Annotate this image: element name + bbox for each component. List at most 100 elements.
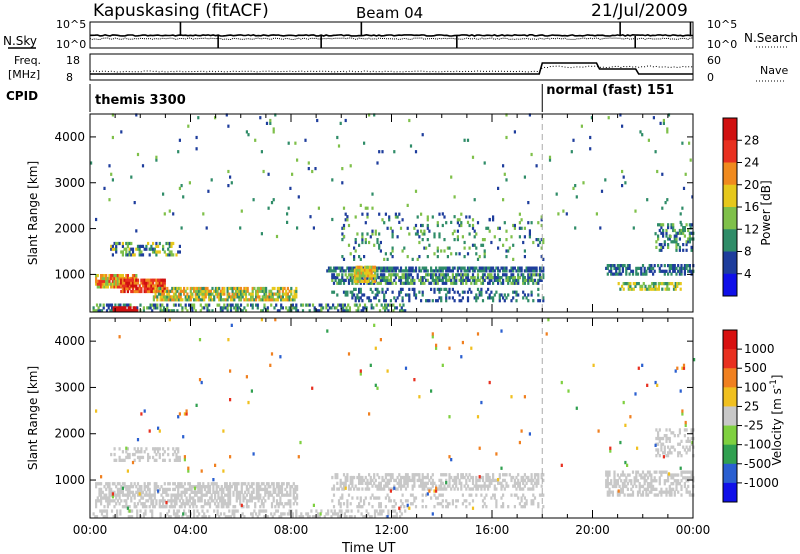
cell [678, 245, 681, 249]
cell [401, 249, 404, 253]
cell [420, 212, 423, 216]
cell [134, 306, 137, 310]
cell [653, 487, 656, 491]
cell [476, 478, 480, 483]
cell [236, 295, 239, 299]
cell [436, 249, 439, 253]
cell [278, 289, 281, 293]
cell [250, 303, 253, 307]
cell [685, 479, 688, 483]
cell [145, 247, 148, 251]
cell [145, 505, 148, 509]
cell [340, 303, 343, 307]
cell [187, 487, 190, 492]
cell [274, 318, 277, 322]
cell [401, 218, 404, 222]
cell [162, 496, 165, 500]
cell [95, 482, 98, 486]
cell [387, 303, 390, 307]
cell [261, 309, 264, 313]
cell [523, 496, 526, 500]
cell [150, 244, 153, 248]
cell [441, 487, 444, 491]
cell [203, 306, 206, 310]
cell [473, 229, 476, 233]
cell [475, 232, 478, 236]
cell [268, 295, 271, 299]
cell [252, 452, 255, 456]
cell [466, 276, 470, 280]
cell [234, 505, 237, 509]
cell [158, 250, 161, 254]
cell [667, 436, 670, 441]
cell [165, 505, 168, 509]
cell [244, 286, 248, 291]
cell [346, 276, 349, 280]
cell [527, 273, 530, 277]
cell [191, 295, 194, 299]
cell [648, 266, 651, 270]
cell [687, 479, 690, 483]
cell [440, 299, 443, 303]
cell [152, 284, 155, 288]
cell [373, 279, 377, 283]
cell [667, 264, 670, 268]
cell [358, 274, 361, 278]
cpid-panel: CPID themis 3300 normal (fast) 151 [6, 83, 674, 112]
cell [548, 155, 552, 159]
cell [399, 290, 403, 294]
cell [416, 273, 419, 277]
cell [308, 303, 311, 307]
cell [214, 116, 217, 120]
cell [371, 478, 374, 483]
cell [289, 490, 292, 494]
cell [525, 499, 528, 503]
cell [245, 130, 248, 134]
cell [151, 515, 154, 519]
cell [130, 490, 133, 494]
cell [157, 281, 160, 285]
cell [355, 265, 358, 269]
cell [615, 484, 618, 489]
cell [189, 298, 192, 302]
cell [391, 281, 394, 285]
cell [654, 380, 657, 385]
cell [120, 130, 123, 134]
cell [673, 434, 676, 438]
colorbar-swatch [723, 463, 737, 484]
cell [193, 306, 196, 310]
colorbar-tick-label: 25 [744, 399, 759, 413]
cell [453, 481, 456, 485]
cell [357, 274, 360, 278]
cell [327, 309, 330, 313]
cell [344, 273, 347, 277]
cell [662, 442, 665, 446]
cell [572, 138, 575, 142]
cell [286, 502, 289, 506]
cell [621, 184, 624, 188]
cell [211, 309, 214, 313]
cell [225, 487, 228, 492]
cell [451, 232, 454, 236]
cell [379, 273, 382, 277]
cell [411, 266, 414, 270]
cell [466, 138, 470, 142]
cell [103, 485, 106, 489]
power-colorbar-label: Power [dB] [759, 180, 773, 245]
cell [99, 509, 102, 513]
cell [317, 512, 320, 516]
cell [641, 133, 644, 137]
cell [441, 481, 444, 485]
cell [665, 487, 668, 491]
cell [438, 290, 441, 294]
cell [560, 463, 563, 467]
cell [523, 278, 526, 282]
cell [296, 309, 300, 313]
cell [606, 479, 609, 483]
cell [260, 499, 263, 503]
cell [147, 306, 150, 310]
cell [674, 282, 677, 286]
cell [240, 485, 243, 489]
nave-tick-top: 60 [707, 54, 721, 67]
cell [503, 293, 506, 297]
